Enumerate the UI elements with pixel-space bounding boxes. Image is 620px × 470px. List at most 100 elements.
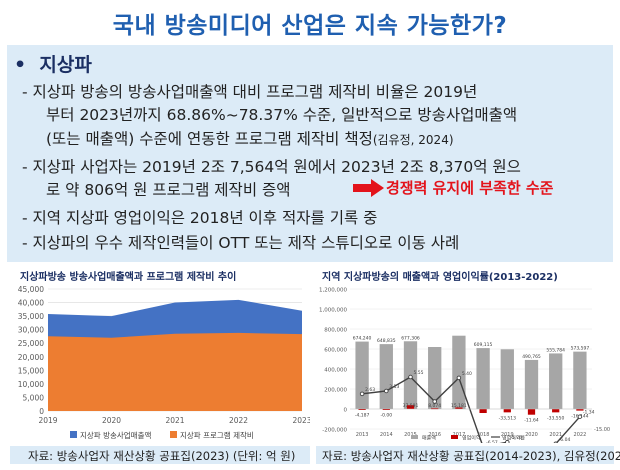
chart2-bar-line-chart: -200,000 0 200,000 400,000 600,000 800,000 1,0…: [316, 283, 614, 443]
chart1-xtick-label: 2021: [165, 416, 184, 425]
chart2-rate-label: -6.04: [559, 437, 571, 443]
chart2-op-profit-label: 8,074: [428, 403, 441, 409]
chart2-legend-label-3: 영업이익률: [502, 435, 525, 442]
chart2-ytick-label: 1,000,000: [319, 308, 347, 314]
chart2-ytick-label: 600,000: [324, 348, 347, 354]
chart2-revenue-bar: [355, 341, 369, 409]
chart2-rate-point: [408, 374, 413, 380]
chart1-ytick-label: 45,000: [18, 285, 44, 294]
chart2-ytick-label: -200,000: [322, 428, 347, 434]
chart2-op-profit-bar: [503, 409, 511, 413]
chart2-source: 자료: 방송사업자 재산상황 공표집(2014-2023), 김유정(2024): [322, 449, 620, 463]
chart2-revenue-label: 609,115: [474, 342, 493, 348]
section-heading: • 지상파: [14, 54, 92, 76]
chart2-revenue-label: 674,240: [353, 336, 372, 342]
chart2-op-profit-bar: [552, 409, 560, 413]
highlight-text: 경쟁력 유지에 부족한 수준: [386, 179, 554, 197]
chart2-op-profit-label: -33,513: [499, 415, 517, 421]
chart2-op-profit-bar: [527, 409, 536, 415]
chart1-ytick-label: 35,000: [18, 312, 44, 321]
chart2-revenue-label: 490,765: [522, 354, 541, 360]
text-line-5: 로 약 806억 원 프로그램 제작비 증액: [46, 181, 291, 199]
chart2-op-profit-bar: [455, 407, 463, 409]
text-line-3: (또는 매출액) 수준에 연동한 프로그램 제작비 책정(김유정, 2024): [46, 127, 454, 149]
chart2-rate-point: [505, 439, 510, 443]
chart2-legend-swatch-2: [451, 435, 458, 439]
chart2-xtick-label: 2019: [501, 432, 514, 438]
chart2-rate-label: -1.34: [583, 410, 595, 416]
chart2-rate-point: [553, 441, 558, 443]
chart1-xtick-label: 2020: [102, 416, 121, 425]
chart1-ytick-label: 40,000: [18, 299, 44, 308]
chart2-rate-point: [359, 391, 365, 397]
chart1-ytick-label: 30,000: [18, 326, 44, 335]
chart2-op-profit-bar: [358, 409, 366, 410]
chart2-rate-label: 5.55: [414, 370, 424, 376]
chart2-op-profit-label: -11.64: [524, 418, 539, 424]
chart2-title: 지역 지상파방송의 매출액과 영업이익률(2013-2022): [322, 272, 558, 283]
chart1-ytick-label: 5,000: [23, 393, 45, 402]
chart2-revenue-bar: [500, 349, 514, 409]
chart2-revenue-label: 677,306: [401, 335, 420, 341]
chart2-op-profit-label: -0.00: [380, 412, 392, 418]
chart2-revenue-bar: [524, 359, 539, 409]
chart2-op-profit-bar: [576, 409, 584, 411]
chart2-legend-label-2: 영업이익: [462, 435, 480, 442]
text-line-6: - 지역 지상파 영업이익은 2018년 이후 적자를 기록 중: [22, 209, 378, 227]
chart1-area-series-2: [48, 332, 302, 411]
chart1-ytick-label: 0: [39, 407, 44, 416]
chart2-op-profit-bar: [382, 409, 390, 410]
chart2-xtick-label: 2014: [380, 432, 393, 438]
chart2-ytick-label: 400,000: [324, 368, 347, 374]
chart1-legend-label-2: 지상파 프로그램 제작비: [180, 430, 254, 440]
chart2-rate-point: [456, 375, 462, 381]
chart1-area-chart: 0 5,000 10,000 15,000 20,000 25,000 30,000 35,0…: [10, 283, 310, 443]
chart1-title: 지상파방송 방송사업매출액과 프로그램 제작비 추이: [20, 272, 237, 283]
chart2-xtick-label: 2013: [356, 432, 369, 438]
chart2-ytick-right-label: -15.00: [594, 427, 610, 433]
chart2-op-profit-label: 37,591: [403, 403, 419, 409]
slide-title: 국내 방송미디어 산업은 지속 가능한가?: [112, 13, 508, 39]
chart2-rate-point: [432, 399, 437, 404]
citation: (김유정, 2024): [372, 133, 454, 147]
chart2-xtick-label: 2022: [574, 432, 587, 438]
text-line-3-main: (또는 매출액) 수준에 연동한 프로그램 제작비 책정: [46, 130, 373, 148]
chart2-op-profit-label: 15,181: [451, 403, 467, 409]
text-line-2: 부터 2023년까지 68.86%~78.37% 수준, 일반적으로 방송사업매…: [46, 106, 518, 124]
chart2-xtick-label: 2017: [453, 432, 466, 438]
chart2-xtick-label: 2021: [549, 432, 562, 438]
chart1-source: 자료: 방송사업자 재산상황 공표집(2023) (단위: 억 원): [28, 449, 296, 463]
chart2-op-profit-bar: [479, 409, 487, 413]
chart2-revenue-label: 555,784: [546, 347, 565, 353]
chart2-op-profit-bar: [431, 408, 439, 410]
chart2-rate-point: [384, 388, 389, 394]
text-line-7: - 지상파의 우수 제작인력들이 OTT 또는 제작 스튜디오로 이동 사례: [22, 234, 460, 252]
chart2-revenue-bar: [549, 353, 563, 409]
chart2-revenue-bar: [452, 335, 466, 409]
content-panel: [7, 45, 613, 262]
chart2-op-profit-bar: [406, 405, 415, 409]
chart1-source-bar: [10, 446, 310, 464]
chart2-rate-label: 5.40: [462, 371, 472, 377]
text-line-4: - 지상파 사업자는 2019년 2조 7,564억 원에서 2023년 2조 …: [22, 158, 521, 176]
chart2-xtick-label: 2016: [428, 432, 441, 438]
chart2-legend-swatch-1: [411, 435, 418, 439]
chart2-rate-label: -5.76: [510, 435, 522, 441]
text-line-1: - 지상파 방송의 방송사업매출액 대비 프로그램 제작비 비율은 2019년: [22, 83, 478, 101]
chart2-rate-point: [577, 414, 583, 419]
chart2-xtick-label: 2020: [525, 432, 538, 438]
chart1-ytick-label: 25,000: [18, 339, 44, 348]
chart1-ytick-label: 10,000: [18, 380, 44, 389]
chart1-legend-label-1: 지상파 방송사업매출액: [80, 430, 151, 440]
right-arrow-icon: [353, 179, 384, 197]
chart2-op-profit-label: -33,550: [547, 415, 565, 421]
chart2-revenue-bar: [379, 344, 393, 409]
chart1-legend-swatch-2: [170, 431, 177, 438]
chart1-xtick-label: 2022: [229, 416, 248, 425]
chart2-source-bar: [316, 446, 614, 464]
chart1-xtick-label: 2019: [38, 416, 57, 425]
chart2-op-profit-label: -4,187: [355, 412, 370, 418]
chart2-revenue-label: 573,597: [571, 346, 590, 352]
chart2-xtick-label: 2018: [477, 432, 490, 438]
